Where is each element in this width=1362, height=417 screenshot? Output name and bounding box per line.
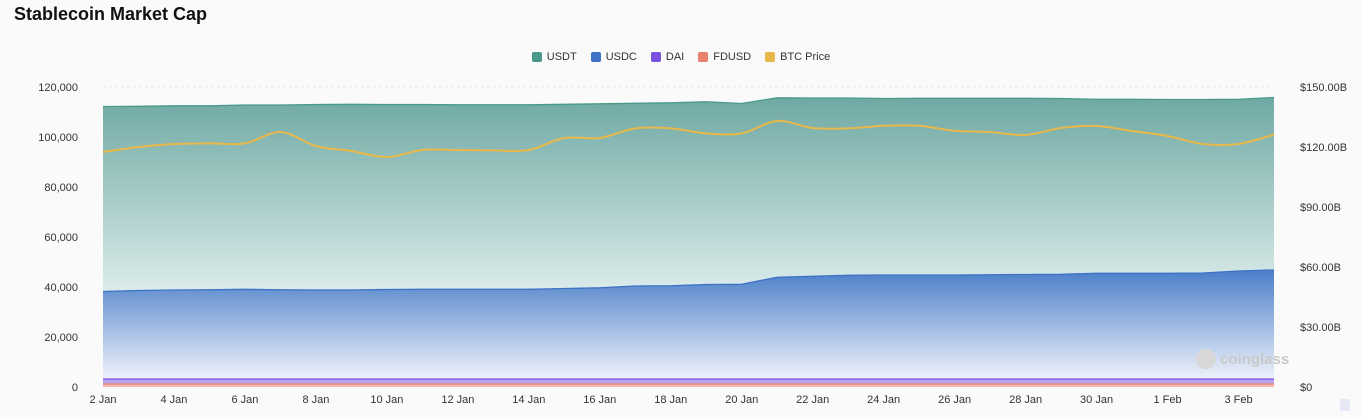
x-tick-label: 18 Jan bbox=[654, 394, 687, 406]
x-tick-label: 8 Jan bbox=[302, 394, 329, 406]
chart-legend: USDT USDC DAI FDUSD BTC Price bbox=[0, 51, 1362, 63]
legend-label: DAI bbox=[665, 51, 685, 63]
x-tick-label: 24 Jan bbox=[867, 394, 900, 406]
corner-widget[interactable] bbox=[1340, 399, 1350, 411]
legend-swatch bbox=[590, 52, 601, 62]
y-right-tick-label: $150.00B bbox=[1300, 82, 1347, 94]
legend-swatch bbox=[765, 52, 776, 62]
legend-item-dai[interactable]: DAI bbox=[650, 51, 685, 63]
y-right-tick-label: $30.00B bbox=[1300, 322, 1341, 334]
legend-item-usdc[interactable]: USDC bbox=[590, 51, 637, 63]
legend-item-btc-price[interactable]: BTC Price bbox=[765, 51, 830, 63]
y-left-tick-label: 100,000 bbox=[38, 132, 78, 144]
y-right-tick-label: $0 bbox=[1300, 382, 1312, 394]
y-right-tick-label: $90.00B bbox=[1300, 202, 1341, 214]
y-left-tick-label: 80,000 bbox=[44, 182, 78, 194]
x-tick-label: 6 Jan bbox=[231, 394, 258, 406]
legend-label: FDUSD bbox=[713, 51, 752, 63]
area-usdc bbox=[103, 270, 1274, 379]
legend-item-usdt[interactable]: USDT bbox=[531, 51, 577, 63]
y-left-tick-label: 120,000 bbox=[38, 82, 78, 94]
x-tick-label: 30 Jan bbox=[1080, 394, 1113, 406]
x-tick-label: 12 Jan bbox=[441, 394, 474, 406]
watermark: coinglass bbox=[1196, 349, 1289, 369]
x-tick-label: 20 Jan bbox=[725, 394, 758, 406]
x-tick-label: 26 Jan bbox=[938, 394, 971, 406]
line-usdt bbox=[102, 96, 1275, 108]
x-tick-label: 22 Jan bbox=[796, 394, 829, 406]
area-dai bbox=[103, 379, 1274, 384]
y-right-tick-label: $60.00B bbox=[1300, 262, 1341, 274]
y-left-tick-label: 20,000 bbox=[44, 332, 78, 344]
y-left-tick-label: 60,000 bbox=[44, 232, 78, 244]
legend-label: BTC Price bbox=[780, 51, 831, 63]
legend-swatch bbox=[698, 52, 709, 62]
chart-title: Stablecoin Market Cap bbox=[14, 4, 208, 24]
legend-swatch bbox=[650, 52, 661, 62]
line-usdc bbox=[102, 269, 1275, 293]
x-tick-label: 14 Jan bbox=[512, 394, 545, 406]
area-usdt bbox=[103, 97, 1274, 292]
x-tick-label: 3 Feb bbox=[1224, 394, 1252, 406]
watermark-label: coinglass bbox=[1220, 350, 1290, 368]
x-tick-label: 2 Jan bbox=[90, 394, 117, 406]
area-fdusd bbox=[103, 384, 1274, 387]
legend-label: USDT bbox=[546, 51, 577, 63]
legend-swatch bbox=[531, 52, 542, 62]
y-right-tick-label: $120.00B bbox=[1300, 142, 1347, 154]
line-btc-price bbox=[102, 119, 1275, 159]
x-tick-label: 16 Jan bbox=[583, 394, 616, 406]
x-tick-label: 10 Jan bbox=[370, 394, 403, 406]
coinglass-logo-icon bbox=[1196, 349, 1216, 369]
x-tick-label: 28 Jan bbox=[1009, 394, 1042, 406]
legend-label: USDC bbox=[605, 51, 637, 63]
y-left-tick-label: 40,000 bbox=[44, 282, 78, 294]
legend-item-fdusd[interactable]: FDUSD bbox=[698, 51, 751, 63]
y-left-tick-label: 0 bbox=[72, 382, 78, 394]
x-tick-label: 4 Jan bbox=[161, 394, 188, 406]
x-tick-label: 1 Feb bbox=[1153, 394, 1181, 406]
